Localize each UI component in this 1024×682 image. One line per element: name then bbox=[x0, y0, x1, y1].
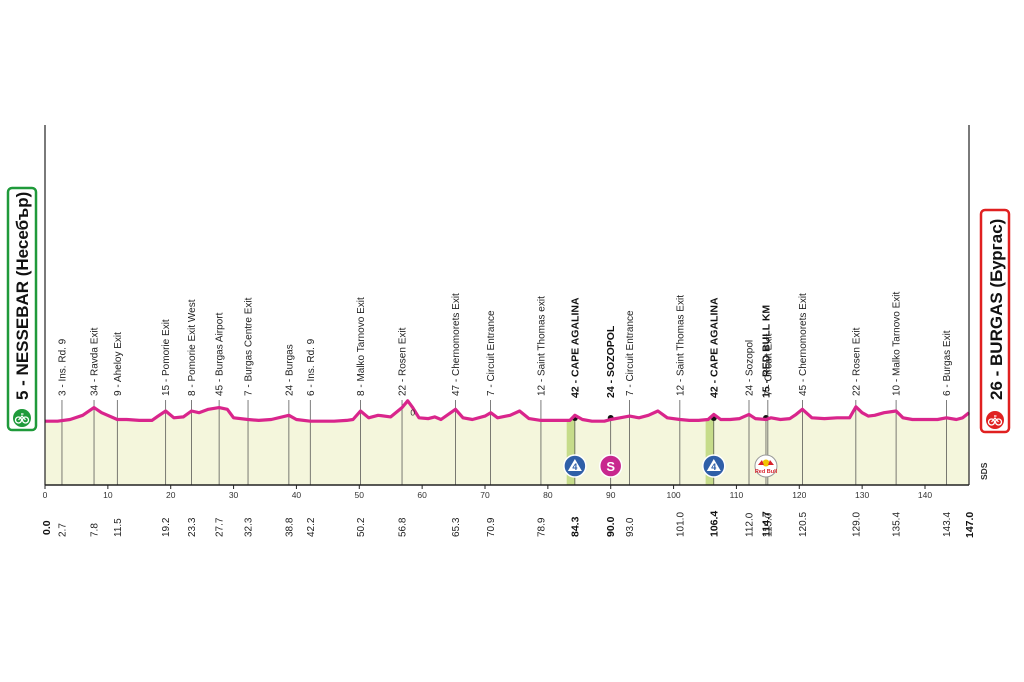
waypoint-label: 34 - Ravda Exit bbox=[90, 327, 101, 396]
start-box: 5 - NESSEBAR (Несебър) bbox=[6, 186, 38, 432]
profile-area-fill bbox=[45, 400, 969, 485]
finish-box: 26 - BURGAS (Бургас) bbox=[979, 208, 1011, 434]
waypoint-km: 27.7 bbox=[215, 517, 226, 537]
sds-logo: SDS bbox=[979, 462, 989, 480]
profile-markers: 4 S 4 Red Bull bbox=[563, 454, 778, 478]
elevation-profile-line bbox=[45, 399, 971, 423]
km-tick-label: 110 bbox=[730, 490, 744, 500]
waypoint-km: 7.8 bbox=[90, 523, 101, 537]
waypoint-label: 7 - Circuit Entrance bbox=[625, 310, 636, 396]
waypoint-km: 135.4 bbox=[892, 512, 903, 537]
waypoint-label: 42 - CAPE AGALINA bbox=[708, 297, 720, 398]
waypoint-km: 84.3 bbox=[569, 516, 581, 537]
km-tick-label: 130 bbox=[855, 490, 869, 500]
waypoint-label: 12 - Saint Thomas exit bbox=[536, 296, 547, 396]
km-tick-label: 60 bbox=[417, 490, 427, 500]
km-tick-label: 10 bbox=[103, 490, 113, 500]
km-tick-label: 50 bbox=[355, 490, 365, 500]
waypoint-label: 24 - Burgas bbox=[284, 344, 295, 396]
waypoint-km: 56.8 bbox=[398, 517, 409, 537]
waypoint-km: 23.3 bbox=[187, 517, 198, 537]
climb-category-icon: 4 bbox=[702, 454, 726, 478]
climb-category-label: 4 bbox=[572, 462, 577, 472]
waypoint-km: 93.0 bbox=[625, 517, 636, 537]
waypoint-km: 78.9 bbox=[536, 517, 547, 537]
waypoint-label: 45 - Burgas Airport bbox=[215, 312, 226, 396]
km-ticks: 0 10 20 30 40 50 60 70 80 90 100 110 120 130 140 bbox=[43, 485, 932, 500]
waypoint-label: 47 - Chernomorets Exit bbox=[451, 293, 462, 396]
waypoint-km: 115.0 bbox=[763, 512, 774, 537]
waypoint-km: 42.2 bbox=[306, 517, 317, 537]
climb-category-label: 4 bbox=[711, 462, 716, 472]
waypoint-labels: 3 - Ins. Rd. 9 34 - Ravda Exit 9 - Aheloy … bbox=[57, 291, 952, 417]
profile-inline-note: 0 bbox=[410, 408, 415, 418]
km-tick-label: 30 bbox=[229, 490, 239, 500]
waypoint-label: 22 - Rosen Exit bbox=[851, 327, 862, 396]
km-tick-label: 0 bbox=[43, 490, 48, 500]
waypoint-label: 8 - Pomorie Exit West bbox=[187, 299, 198, 396]
waypoint-label: 12 - Saint Thomas Exit bbox=[675, 295, 686, 396]
waypoint-km-labels: 2.7 7.8 11.5 19.2 23.3 27.7 32.3 38.8 42.2 50.2 56… bbox=[57, 511, 952, 537]
km-tick-label: 40 bbox=[292, 490, 302, 500]
waypoint-km: 38.8 bbox=[284, 517, 295, 537]
waypoint-label: 6 - Ins. Rd. 9 bbox=[306, 338, 317, 396]
waypoint-label: 15 - Pomorie Exit bbox=[161, 319, 172, 396]
waypoint-km: 143.4 bbox=[942, 512, 953, 537]
waypoint-km: 101.0 bbox=[675, 512, 686, 537]
waypoint-km: 32.3 bbox=[244, 517, 255, 537]
waypoint-label: 24 - Sozopol bbox=[745, 340, 756, 396]
waypoint-km: 120.5 bbox=[798, 512, 809, 537]
waypoint-label: 8 - Malko Tarnovo Exit bbox=[356, 297, 367, 396]
finish-label: 26 - BURGAS (Бургас) bbox=[987, 219, 1006, 400]
waypoint-km: 19.2 bbox=[161, 517, 172, 537]
waypoint-label: 42 - CAPE AGALINA bbox=[569, 297, 581, 398]
waypoint-label: 24 - SOZOPOL bbox=[605, 325, 617, 398]
waypoint-label: 7 - Circuit Entrance bbox=[486, 310, 497, 396]
waypoint-label: 7 - Circuit Exit bbox=[763, 334, 774, 396]
waypoint-label: 15 - RED BULL KM bbox=[760, 305, 772, 398]
km-tick-label: 90 bbox=[606, 490, 616, 500]
waypoint-km: 129.0 bbox=[851, 512, 862, 537]
waypoint-label: 10 - Malko Tarnovo Exit bbox=[892, 291, 903, 396]
km-tick-label: 20 bbox=[166, 490, 176, 500]
waypoint-lines bbox=[61, 400, 947, 485]
waypoint-label: 22 - Rosen Exit bbox=[398, 327, 409, 396]
cyclist-start-icon bbox=[13, 409, 31, 427]
sprint-label: S bbox=[606, 459, 615, 474]
km-tick-label: 80 bbox=[543, 490, 553, 500]
red-bull-km-icon: Red Bull bbox=[754, 454, 778, 478]
waypoint-km: 2.7 bbox=[57, 523, 68, 537]
start-km: 0.0 bbox=[41, 520, 53, 535]
waypoint-label: 45 - Chernomorets Exit bbox=[798, 293, 809, 396]
waypoint-km: 90.0 bbox=[605, 516, 617, 537]
waypoint-km: 114.7 bbox=[760, 511, 772, 537]
km-tick-label: 120 bbox=[792, 490, 806, 500]
sprint-icon: S bbox=[598, 454, 623, 478]
waypoint-km: 50.2 bbox=[356, 517, 367, 537]
red-bull-label: Red Bull bbox=[755, 469, 778, 475]
waypoint-km: 106.4 bbox=[708, 511, 720, 537]
km-tick-label: 70 bbox=[480, 490, 490, 500]
waypoint-km: 11.5 bbox=[113, 518, 124, 537]
waypoint-label: 3 - Ins. Rd. 9 bbox=[57, 338, 68, 396]
waypoint-label: 6 - Burgas Exit bbox=[942, 330, 953, 396]
start-label: 5 - NESSEBAR (Несебър) bbox=[13, 192, 32, 400]
km-tick-label: 100 bbox=[666, 490, 680, 500]
waypoint-label: 9 - Aheloy Exit bbox=[113, 332, 124, 396]
km-tick-label: 140 bbox=[918, 490, 932, 500]
waypoint-km: 70.9 bbox=[486, 517, 497, 537]
finish-km: 147.0 bbox=[964, 512, 976, 538]
climb-category-icon: 4 bbox=[563, 454, 587, 478]
waypoint-km: 112.0 bbox=[745, 512, 756, 537]
waypoint-km: 65.3 bbox=[451, 517, 462, 537]
cyclist-finish-icon bbox=[986, 411, 1004, 429]
waypoint-label: 7 - Burgas Centre Exit bbox=[244, 297, 255, 396]
